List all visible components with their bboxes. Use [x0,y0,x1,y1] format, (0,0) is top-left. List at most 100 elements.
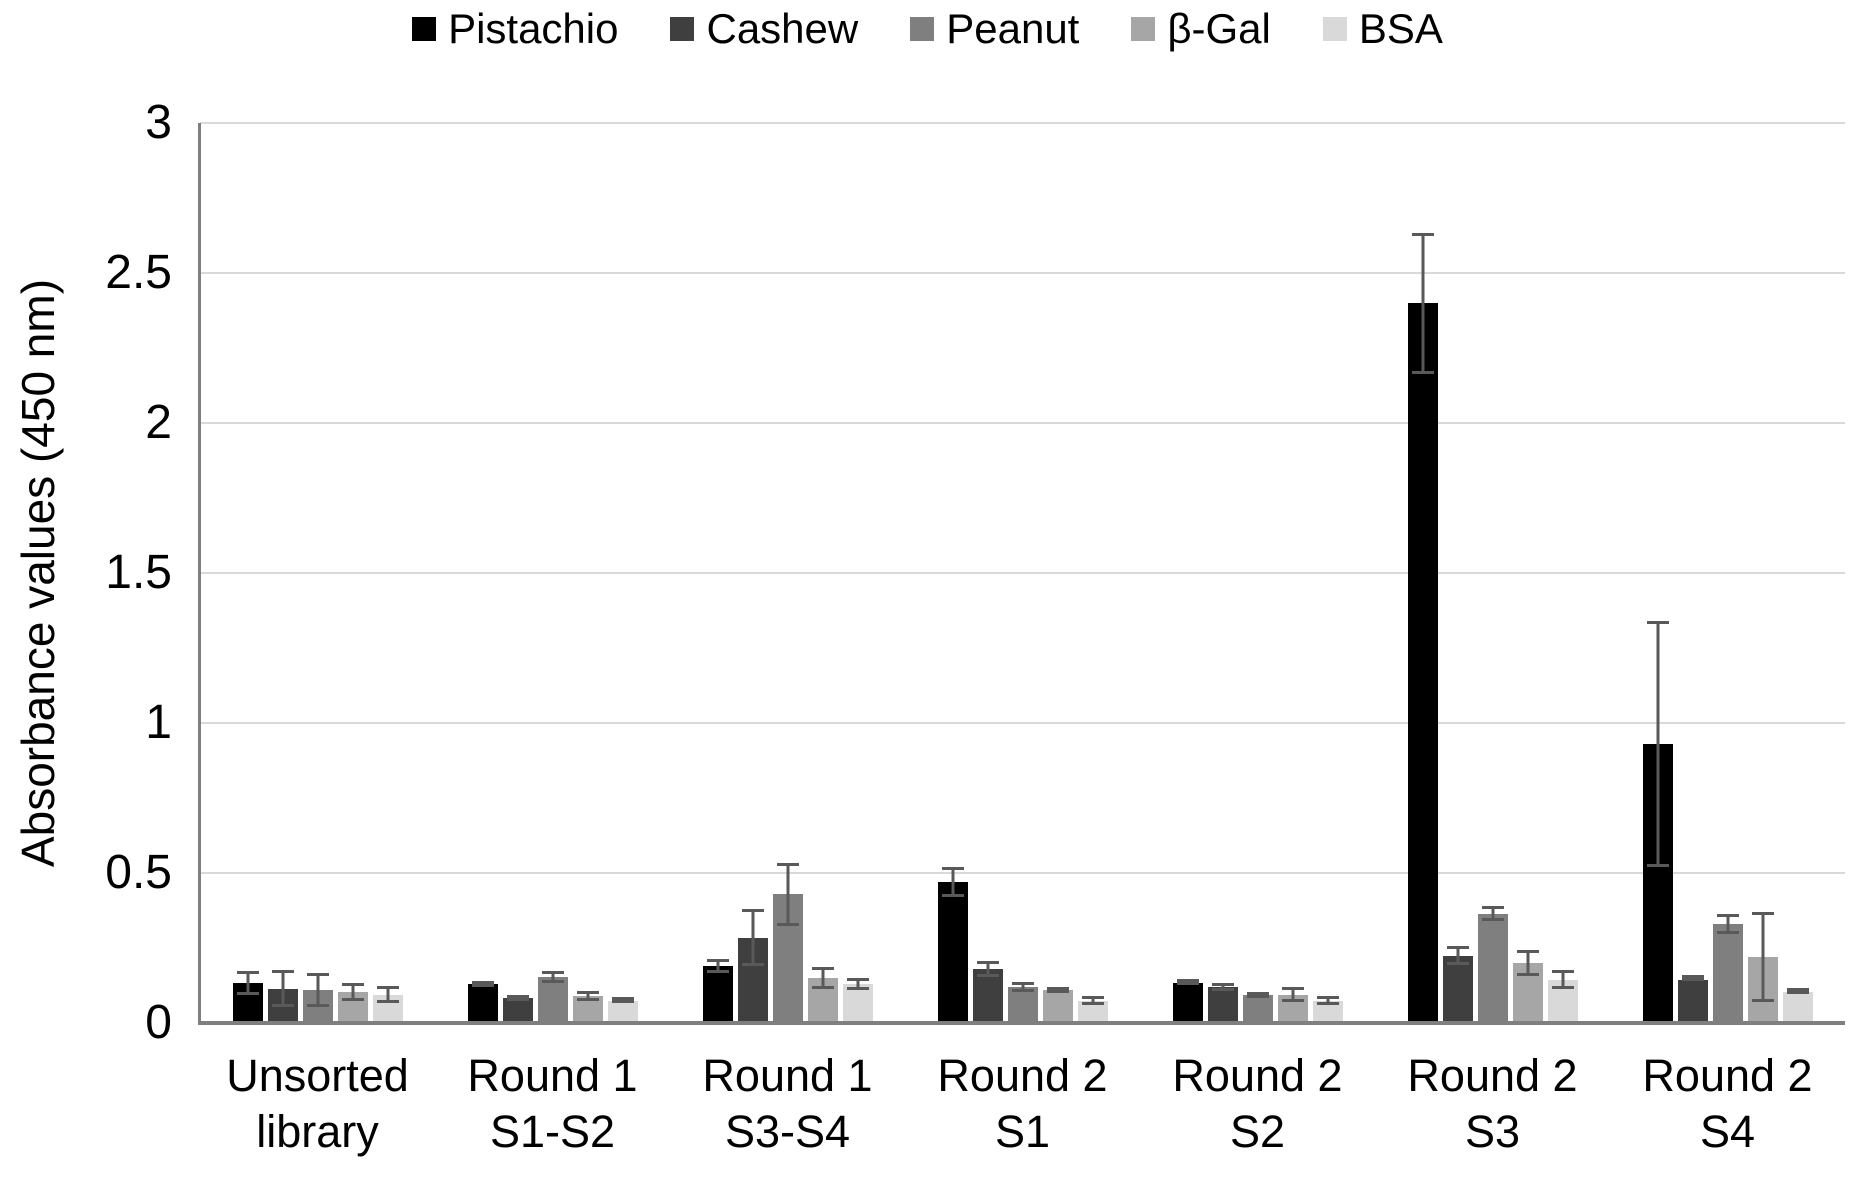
x-axis-label-round-2-s1: Round 2 S1 [905,1048,1140,1161]
x-axis-label-line: S2 [1229,1106,1286,1158]
bar-pistachio-round-2-s2 [1172,978,1203,1023]
bar-bsa-round-2-s1 [1077,996,1108,1023]
bar-peanut-round-2-s3 [1477,906,1508,1023]
error-bar [376,986,399,1003]
bar-cashew-round-2-s4 [1677,975,1708,1023]
error-bar [1716,914,1739,934]
error-bar [1681,975,1704,982]
error-bar [506,994,529,1001]
error-bar [576,991,599,1001]
x-axis-label-unsorted-library: Unsorted library [200,1048,435,1161]
bar-group-round-2-s2 [1140,123,1375,1023]
error-bar [1411,232,1434,374]
error-bar [1246,991,1269,998]
bar-cashew-unsorted-library [267,969,298,1023]
error-bar [1786,987,1809,994]
bar-pistachio-round-2-s4 [1642,621,1673,1023]
legend-item-bsa: BSA [1322,5,1443,52]
bar-cashew-round-1-s1-s2 [502,994,533,1023]
bar-group-round-2-s4 [1610,123,1845,1023]
error-bar [1046,987,1069,993]
gridline [200,272,1845,274]
legend-label: Cashew [706,5,859,52]
x-axis-label-round-2-s4: Round 2 S4 [1610,1048,1845,1161]
error-bar [1751,912,1774,1002]
error-bar [741,909,764,966]
error-bar [541,970,564,983]
x-axis-label-line: S3 [1464,1106,1521,1158]
x-axis-label-line: Round 1 [702,1050,873,1101]
bar-gal-round-1-s3-s4 [807,967,838,1023]
error-bar [1481,906,1504,921]
y-tick-label: 2.5 [105,246,172,299]
gridline [200,722,1845,724]
x-axis-label-line: S4 [1699,1106,1756,1158]
bar-cashew-round-2-s3 [1442,945,1473,1023]
legend-swatch-bsa [1322,17,1347,42]
bar-gal-round-1-s1-s2 [572,991,603,1023]
bar-peanut-round-2-s4 [1712,914,1743,1023]
error-bar [236,970,259,995]
bar-group-round-2-s3 [1375,123,1610,1023]
x-axis-label-line: library [256,1106,379,1158]
legend-swatch-pistachio [412,17,437,42]
x-axis-line [198,1021,1845,1025]
error-bar [1446,945,1469,966]
bar-bsa-round-1-s1-s2 [607,996,638,1023]
bar-peanut-round-2-s1 [1007,981,1038,1023]
bar-peanut-round-1-s1-s2 [537,970,568,1023]
legend-swatch-peanut [910,17,935,42]
error-bar [941,867,964,897]
bar-pistachio-round-2-s3 [1407,232,1438,1023]
error-bar [776,862,799,926]
legend-label: BSA [1358,5,1443,52]
error-bar [976,961,999,977]
bar-gal-round-2-s4 [1747,912,1778,1023]
y-axis-line [198,123,201,1023]
gridline [200,422,1845,424]
error-bar [811,967,834,989]
legend-label: Pistachio [448,5,619,52]
error-bar [1516,949,1539,977]
bar-peanut-round-1-s3-s4 [772,862,803,1023]
bar-gal-round-2-s1 [1042,987,1073,1023]
bar-bsa-round-2-s3 [1547,969,1578,1023]
legend: Pistachio Cashew Peanut β-Gal BSA [0,5,1855,52]
error-bar [846,978,869,990]
legend-label: β-Gal [1167,5,1271,52]
error-bar [306,972,329,1008]
y-tick-label: 1 [145,696,172,749]
bar-cashew-round-2-s1 [972,961,1003,1023]
bar-gal-round-2-s2 [1277,987,1308,1023]
x-axis-label-line: Round 2 [1642,1050,1813,1101]
y-tick-label: 0.5 [105,846,172,899]
bar-group-round-1-s3-s4 [670,123,905,1023]
error-bar [1646,621,1669,867]
x-axis-label-line: Round 2 [937,1050,1108,1101]
error-bar [271,969,294,1008]
x-axis-label-round-2-s2: Round 2 S2 [1140,1048,1375,1161]
x-axis-label-round-1-s3-s4: Round 1 S3-S4 [670,1048,905,1161]
bar-bsa-unsorted-library [372,986,403,1023]
x-axis-label-line: Round 2 [1407,1050,1578,1101]
y-tick-label: 3 [145,96,172,149]
bar-group-round-2-s1 [905,123,1140,1023]
y-tick-label: 0 [145,996,172,1049]
bar-group-round-1-s1-s2 [435,123,670,1023]
gridline [200,572,1845,574]
error-bar [1081,996,1104,1005]
x-axis-label-line: Round 2 [1172,1050,1343,1101]
bar-cashew-round-2-s2 [1207,983,1238,1023]
bar-peanut-unsorted-library [302,972,333,1023]
bar-cashew-round-1-s3-s4 [737,909,768,1023]
error-bar [1211,983,1234,991]
bar-gal-unsorted-library [337,982,368,1023]
bar-pistachio-round-1-s1-s2 [467,981,498,1023]
legend-label: Peanut [946,5,1080,52]
x-axis-label-line: S1-S2 [489,1106,616,1158]
x-axis-labels: Unsorted library Round 1 S1-S2 Round 1 S3-S4 R… [200,1048,1845,1178]
error-bar [1011,981,1034,993]
legend-item-cashew: Cashew [670,5,859,52]
legend-item-gal: β-Gal [1131,5,1271,52]
